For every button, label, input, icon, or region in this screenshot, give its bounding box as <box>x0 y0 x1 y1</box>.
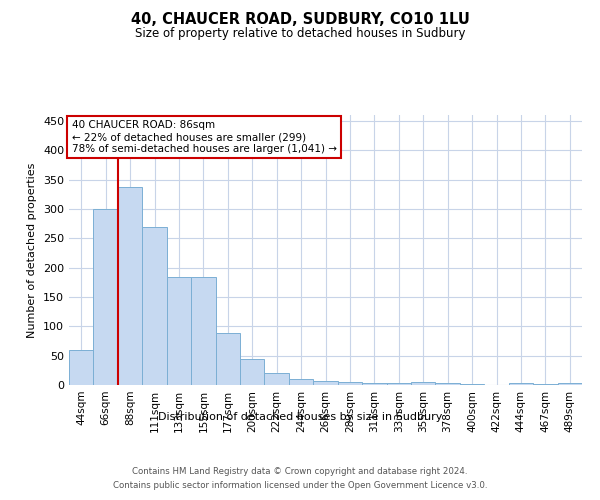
Bar <box>557 383 582 385</box>
Bar <box>167 277 191 385</box>
Text: Distribution of detached houses by size in Sudbury: Distribution of detached houses by size … <box>158 412 442 422</box>
Text: Size of property relative to detached houses in Sudbury: Size of property relative to detached ho… <box>135 28 465 40</box>
Bar <box>191 277 215 385</box>
Bar <box>338 382 362 385</box>
Bar <box>265 372 289 385</box>
Text: Contains HM Land Registry data © Crown copyright and database right 2024.: Contains HM Land Registry data © Crown c… <box>132 468 468 476</box>
Bar <box>313 381 338 385</box>
Text: 40, CHAUCER ROAD, SUDBURY, CO10 1LU: 40, CHAUCER ROAD, SUDBURY, CO10 1LU <box>131 12 469 28</box>
Bar <box>69 350 94 385</box>
Y-axis label: Number of detached properties: Number of detached properties <box>28 162 37 338</box>
Bar <box>240 359 265 385</box>
Bar <box>362 383 386 385</box>
Bar <box>509 383 533 385</box>
Bar <box>386 383 411 385</box>
Bar <box>436 383 460 385</box>
Bar <box>94 209 118 385</box>
Bar <box>142 226 167 385</box>
Bar <box>411 382 436 385</box>
Text: 40 CHAUCER ROAD: 86sqm
← 22% of detached houses are smaller (299)
78% of semi-de: 40 CHAUCER ROAD: 86sqm ← 22% of detached… <box>71 120 337 154</box>
Bar <box>215 334 240 385</box>
Bar <box>118 186 142 385</box>
Bar <box>460 384 484 385</box>
Bar <box>533 384 557 385</box>
Bar <box>289 378 313 385</box>
Text: Contains public sector information licensed under the Open Government Licence v3: Contains public sector information licen… <box>113 481 487 490</box>
